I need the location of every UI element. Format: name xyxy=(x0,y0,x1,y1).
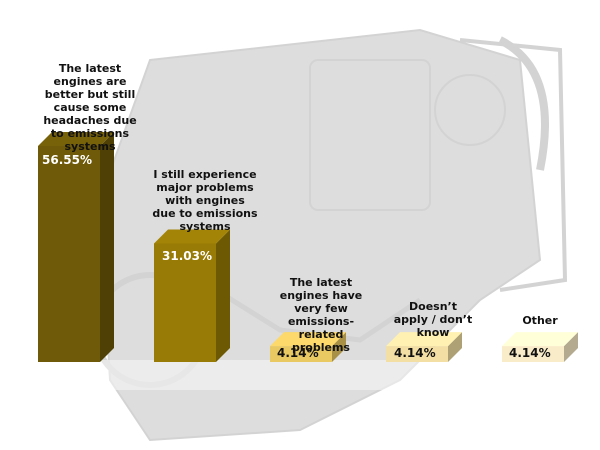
category-label-3: The latest engines have very few emissio… xyxy=(279,276,363,354)
bar-3-side xyxy=(332,332,346,362)
value-label-3: 4.14% xyxy=(277,346,319,360)
value-label-1: 56.55% xyxy=(42,153,92,167)
bar-1-top xyxy=(38,131,114,146)
bar-2-top xyxy=(154,229,230,244)
bar-2-side xyxy=(216,229,230,362)
value-label-2: 31.03% xyxy=(162,249,212,263)
bar-1 xyxy=(38,131,114,362)
bar-1-side xyxy=(100,131,114,362)
bar-5 xyxy=(502,332,578,362)
category-label-5: Other xyxy=(522,314,558,327)
bar-3-front xyxy=(270,346,332,362)
bar-4 xyxy=(386,332,462,362)
bar-4-front xyxy=(386,346,448,362)
bar-5-side xyxy=(564,332,578,362)
bar-2 xyxy=(154,229,230,362)
bar-5-front xyxy=(502,346,564,362)
category-label-1: The latest engines are better but still … xyxy=(43,62,137,153)
value-label-4: 4.14% xyxy=(394,346,436,360)
bar-3-top xyxy=(270,332,346,347)
bar-4-top xyxy=(386,332,462,347)
category-label-2: I still experience major problems with e… xyxy=(152,168,258,233)
bar-4-side xyxy=(448,332,462,362)
bar-2-front xyxy=(154,243,216,362)
baseline-floor xyxy=(20,360,590,390)
bar-1-front xyxy=(38,145,100,362)
value-label-5: 4.14% xyxy=(509,346,551,360)
category-label-4: Doesn’t apply / don’t know xyxy=(393,300,473,339)
bar-3 xyxy=(270,332,346,362)
bars-group xyxy=(38,131,578,362)
bar-5-top xyxy=(502,332,578,347)
